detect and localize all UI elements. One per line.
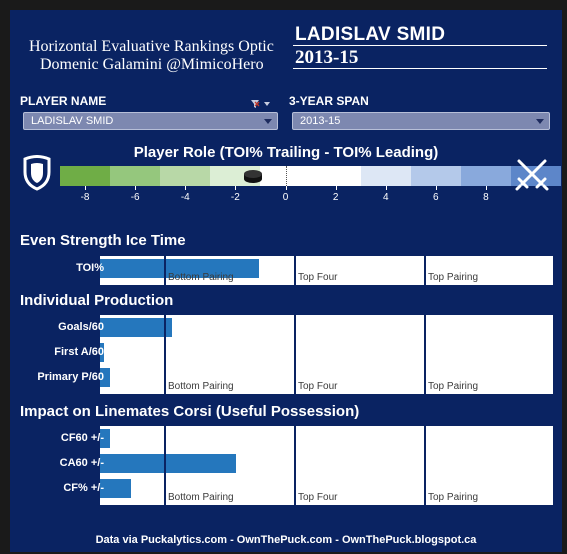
tier-divider	[164, 426, 166, 505]
chart-plot-area: Bottom Pairing Top Four Top Pairing	[100, 256, 553, 285]
role-scale-segment	[460, 166, 512, 186]
tier-label: Top Pairing	[428, 492, 479, 503]
crossed-swords-icon	[514, 156, 550, 192]
role-tick-label: 8	[483, 192, 489, 203]
role-tick	[335, 186, 337, 190]
filter-icon[interactable]	[250, 96, 272, 108]
player-name-label: PLAYER NAME	[20, 94, 107, 108]
row-label: Primary P/60	[37, 371, 104, 383]
metric-bar	[100, 318, 173, 337]
tier-label: Top Pairing	[428, 381, 479, 392]
metric-bar	[100, 368, 111, 387]
tier-label: Top Four	[298, 381, 338, 392]
tier-label: Top Pairing	[428, 272, 479, 283]
tier-divider	[424, 315, 426, 394]
tier-label: Top Four	[298, 272, 338, 283]
role-tick-label: -4	[180, 192, 190, 203]
row-label: Goals/60	[58, 321, 104, 333]
role-tick-label: 2	[332, 192, 339, 203]
role-zero-line	[285, 166, 287, 186]
section-title-corsi: Impact on Linemates Corsi (Useful Posses…	[20, 403, 360, 420]
row-label: CF60 +/-	[60, 432, 104, 444]
role-tick	[85, 186, 87, 190]
role-tick	[485, 186, 487, 190]
role-tick	[435, 186, 437, 190]
season-title: 2013-15	[295, 47, 359, 68]
role-scale-segment	[60, 166, 111, 186]
section-title-ice-time: Even Strength Ice Time	[20, 232, 186, 249]
puck-icon	[243, 168, 263, 184]
title-divider	[293, 45, 547, 46]
role-tick	[385, 186, 387, 190]
footer-credits: Data via Puckalytics.com - OwnThePuck.co…	[95, 534, 477, 546]
metric-bar	[100, 479, 131, 498]
row-label: CF% +/-	[63, 482, 104, 494]
span-select[interactable]: 2013-15	[292, 112, 550, 130]
tier-divider	[424, 426, 426, 505]
player-name-select[interactable]: LADISLAV SMID	[23, 112, 278, 130]
role-tick-label: -8	[80, 192, 90, 203]
role-scale-segment	[410, 166, 462, 186]
role-scale: -8 -6 -4 -2 0 2 4 6 8	[60, 166, 562, 206]
metric-bar	[100, 454, 236, 473]
dashboard-panel: Horizontal Evaluative Rankings Optic Dom…	[10, 10, 562, 552]
chevron-down-icon	[536, 119, 544, 124]
shield-icon	[22, 155, 52, 191]
row-label: First A/60	[54, 346, 104, 358]
role-tick-label: 6	[433, 192, 439, 203]
metric-bar	[100, 343, 104, 362]
span-label: 3-YEAR SPAN	[289, 94, 369, 108]
role-tick-label: -6	[130, 192, 140, 203]
row-label: TOI%	[76, 262, 104, 274]
tier-label: Bottom Pairing	[168, 381, 234, 392]
tier-label: Top Four	[298, 492, 338, 503]
header-subtitle-line1: Horizontal Evaluative Rankings Optic	[29, 38, 274, 55]
role-scale-segment	[360, 166, 412, 186]
season-divider	[293, 68, 547, 69]
metric-bar	[100, 259, 259, 278]
section-title-production: Individual Production	[20, 292, 174, 309]
role-tick-label: -2	[230, 192, 240, 203]
header-subtitle-line2: Domenic Galamini @MimicoHero	[40, 56, 264, 73]
tier-divider	[294, 426, 296, 505]
tier-divider	[424, 256, 426, 285]
role-scale-segment	[310, 166, 362, 186]
role-tick	[185, 186, 187, 190]
span-select-value: 2013-15	[300, 115, 341, 127]
row-label: CA60 +/-	[59, 457, 104, 469]
role-tick	[135, 186, 137, 190]
role-tick-label: 4	[382, 192, 389, 203]
tier-label: Bottom Pairing	[168, 492, 234, 503]
chart-plot-area: Bottom Pairing Top Four Top Pairing	[100, 426, 553, 505]
role-tick	[235, 186, 237, 190]
role-tick	[285, 186, 287, 190]
metric-bar	[100, 429, 111, 448]
role-tick-label: 0	[282, 192, 289, 203]
player-title: LADISLAV SMID	[295, 24, 446, 45]
tier-divider	[294, 256, 296, 285]
player-name-select-value: LADISLAV SMID	[31, 115, 114, 127]
tier-divider	[164, 315, 166, 394]
chevron-down-icon	[264, 119, 272, 124]
tier-label: Bottom Pairing	[168, 272, 234, 283]
role-scale-segment	[110, 166, 161, 186]
tier-divider	[294, 315, 296, 394]
tier-divider	[164, 256, 166, 285]
role-scale-segment	[160, 166, 211, 186]
player-role-title: Player Role (TOI% Trailing - TOI% Leadin…	[133, 144, 439, 161]
chart-plot-area: Bottom Pairing Top Four Top Pairing	[100, 315, 553, 394]
